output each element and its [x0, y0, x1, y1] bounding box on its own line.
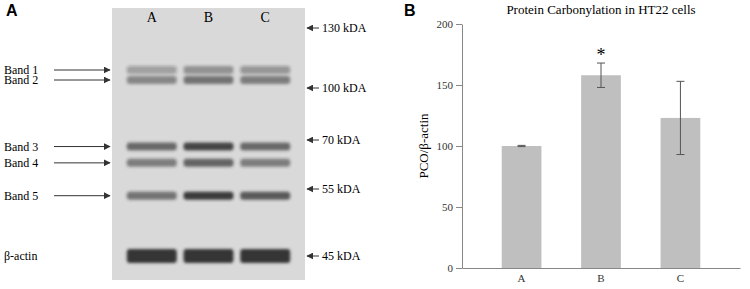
band — [127, 249, 177, 263]
band — [184, 66, 234, 74]
lane-label: C — [261, 10, 270, 25]
band — [127, 76, 177, 84]
marker-label: 55 kDA — [322, 182, 361, 196]
band-label: Band 3 — [4, 140, 38, 154]
band-arrow — [54, 195, 110, 196]
band-arrow — [54, 70, 110, 71]
marker-arrow — [307, 28, 319, 29]
tick-mark — [456, 146, 462, 147]
band-label: Band 2 — [4, 73, 38, 87]
blot-panel: ABCBand 1Band 2Band 3Band 4Band 5β-actin… — [4, 8, 367, 280]
x-tick-label: C — [677, 272, 684, 284]
y-axis-title: PCO/β-actin — [416, 113, 431, 179]
axis-line — [463, 268, 741, 269]
band — [184, 249, 234, 263]
band — [240, 249, 290, 263]
panel-label: A — [6, 2, 18, 19]
band — [184, 159, 234, 167]
band-arrow — [54, 146, 110, 147]
y-axis: 0 50 100 150 200 — [437, 18, 463, 274]
marker-arrow — [307, 88, 319, 89]
bar — [581, 75, 621, 268]
band — [240, 143, 290, 151]
x-tick: A — [518, 268, 526, 284]
error-bar — [676, 81, 684, 154]
band — [127, 143, 177, 151]
band-label: Band 4 — [4, 156, 38, 170]
y-tick: 50 — [442, 201, 462, 213]
tick-mark — [456, 207, 462, 208]
marker-label: 45 kDA — [322, 249, 361, 263]
axis-line — [462, 25, 463, 269]
y-tick-label: 0 — [448, 262, 454, 274]
y-tick-label: 150 — [437, 79, 454, 91]
panel-label: B — [404, 2, 416, 19]
band-label: β-actin — [4, 249, 37, 263]
plot-area — [502, 63, 701, 268]
chart-panel: Protein Carbonylation in HT22 cells PCO/β… — [416, 2, 741, 284]
band — [127, 192, 177, 200]
band — [184, 143, 234, 151]
blot-background — [112, 8, 305, 280]
band-arrow — [54, 162, 110, 163]
y-tick: 100 — [437, 140, 463, 152]
band — [240, 76, 290, 84]
chart-title: Protein Carbonylation in HT22 cells — [506, 2, 695, 17]
error-bar — [518, 145, 526, 146]
y-tick-label: 50 — [442, 201, 454, 213]
band-arrow — [54, 80, 110, 81]
band — [184, 192, 234, 200]
tick-mark — [456, 268, 462, 269]
x-tick: B — [597, 268, 604, 284]
lane-label: B — [204, 10, 213, 25]
y-tick-label: 100 — [437, 140, 454, 152]
marker-arrow — [307, 140, 319, 141]
y-tick-label: 200 — [437, 18, 454, 30]
error-bar — [597, 63, 605, 87]
figure: ABABCBand 1Band 2Band 3Band 4Band 5β-act… — [0, 0, 750, 289]
band — [240, 66, 290, 74]
x-tick-label: B — [597, 272, 604, 284]
bands — [127, 66, 290, 263]
band — [184, 76, 234, 84]
marker-label: 100 kDA — [322, 81, 367, 95]
marker-arrow — [307, 256, 319, 257]
x-axis: A B C — [463, 268, 741, 284]
marker-arrow — [307, 189, 319, 190]
annotation: * — [597, 45, 606, 65]
x-tick-label: A — [518, 272, 526, 284]
band — [240, 159, 290, 167]
band — [127, 159, 177, 167]
tick-mark — [456, 85, 462, 86]
lane-label: A — [147, 10, 158, 25]
band-label: Band 5 — [4, 189, 38, 203]
marker-label: 70 kDA — [322, 133, 361, 147]
y-tick: 0 — [448, 262, 463, 274]
tick-mark — [456, 24, 462, 25]
band — [127, 66, 177, 74]
x-tick: C — [677, 268, 684, 284]
y-tick: 150 — [437, 79, 463, 91]
bar — [502, 146, 542, 268]
y-tick: 200 — [437, 18, 463, 30]
marker-label: 130 kDA — [322, 21, 367, 35]
band — [240, 192, 290, 200]
